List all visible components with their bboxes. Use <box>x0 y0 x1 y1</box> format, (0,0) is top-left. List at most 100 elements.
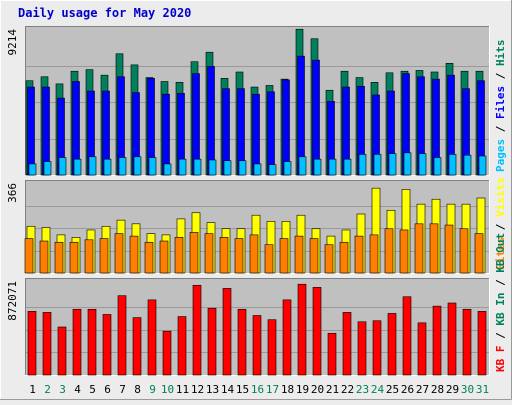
y-max-label-hits-files-pages: 9214 <box>6 29 19 56</box>
bar-sites-12 <box>189 232 199 274</box>
bar-files-1 <box>27 86 35 176</box>
x-tick-label-26: 26 <box>401 383 414 396</box>
x-tick-label-30: 30 <box>461 383 474 396</box>
bar-sites-5 <box>84 239 94 274</box>
bar-sites-2 <box>39 240 49 274</box>
x-tick-label-17: 17 <box>266 383 279 396</box>
bar-kb-15 <box>237 308 247 376</box>
x-tick-label-9: 9 <box>149 383 156 396</box>
bar-sites-6 <box>99 238 109 274</box>
bar-pages-12 <box>193 158 202 176</box>
bar-pages-1 <box>28 163 37 176</box>
bar-files-16 <box>252 93 260 176</box>
x-tick-label-24: 24 <box>371 383 385 396</box>
bar-pages-29 <box>448 154 457 176</box>
bar-pages-6 <box>103 158 112 176</box>
bar-pages-7 <box>118 157 127 176</box>
legend-item: Pages <box>494 139 507 172</box>
bar-kb-4 <box>72 308 82 376</box>
bar-pages-17 <box>268 164 277 176</box>
bar-sites-31 <box>474 233 484 274</box>
x-tick-label-20: 20 <box>311 383 324 396</box>
bar-sites-11 <box>174 237 184 274</box>
x-tick-label-21: 21 <box>326 383 339 396</box>
bar-sites-24 <box>369 234 379 274</box>
bar-kb-2 <box>42 312 52 376</box>
bar-sites-7 <box>114 233 124 274</box>
bar-kb-22 <box>342 312 352 376</box>
bar-kb-31 <box>477 311 487 376</box>
bar-kb-19 <box>297 283 307 376</box>
legend-item: KB In <box>494 293 507 326</box>
bar-kb-17 <box>267 319 277 376</box>
x-tick-label-2: 2 <box>44 383 51 396</box>
bar-sites-23 <box>354 235 364 274</box>
bar-kb-5 <box>87 308 97 376</box>
bar-files-10 <box>162 93 170 176</box>
bar-kb-16 <box>252 315 262 376</box>
bar-files-18 <box>282 79 290 176</box>
legend-separator: / <box>494 326 507 346</box>
bar-pages-22 <box>343 158 352 176</box>
bar-kb-13 <box>207 307 217 376</box>
bar-kb-27 <box>417 322 427 376</box>
bar-files-13 <box>207 66 215 176</box>
bar-sites-21 <box>324 244 334 274</box>
x-tick-label-18: 18 <box>281 383 294 396</box>
x-tick-label-19: 19 <box>296 383 309 396</box>
bar-sites-19 <box>294 235 304 274</box>
bar-kb-7 <box>117 295 127 376</box>
x-tick-label-7: 7 <box>119 383 126 396</box>
bar-sites-17 <box>264 244 274 274</box>
legend-item: Sites <box>494 237 507 270</box>
bar-pages-4 <box>73 158 82 176</box>
bar-sites-4 <box>69 241 79 274</box>
bar-pages-13 <box>208 159 217 176</box>
bar-pages-30 <box>463 154 472 176</box>
bar-kb-26 <box>402 296 412 376</box>
bar-pages-14 <box>223 160 232 176</box>
bar-kb-3 <box>57 326 67 376</box>
bar-files-17 <box>267 91 275 176</box>
y-max-label-visits-sites: 366 <box>6 183 19 203</box>
x-tick-label-14: 14 <box>221 383 235 396</box>
legend-separator: / <box>494 66 507 86</box>
y-max-label-kb: 872071 <box>6 281 19 321</box>
bar-sites-29 <box>444 224 454 274</box>
x-tick-label-6: 6 <box>104 383 111 396</box>
bar-pages-10 <box>163 163 172 176</box>
bar-kb-10 <box>162 330 172 376</box>
legend-hits-files-pages: Pages / Files / Hits <box>494 40 507 173</box>
legend-separator: / <box>494 217 507 237</box>
bar-pages-28 <box>433 157 442 176</box>
bar-pages-20 <box>313 158 322 176</box>
legend-item: Visits <box>494 177 507 217</box>
bar-pages-25 <box>388 153 397 176</box>
x-tick-label-27: 27 <box>416 383 429 396</box>
x-tick-label-15: 15 <box>236 383 249 396</box>
bar-pages-2 <box>43 161 52 176</box>
bar-pages-26 <box>403 152 412 176</box>
bar-pages-31 <box>478 155 487 176</box>
bar-pages-27 <box>418 153 427 176</box>
bar-pages-24 <box>373 154 382 176</box>
x-tick-label-23: 23 <box>356 383 369 396</box>
bar-pages-23 <box>358 154 367 176</box>
bar-pages-11 <box>178 158 187 176</box>
bar-kb-9 <box>147 299 157 376</box>
bar-pages-16 <box>253 163 262 176</box>
bar-sites-16 <box>249 234 259 274</box>
x-tick-label-3: 3 <box>59 383 66 396</box>
bar-sites-1 <box>24 238 34 274</box>
bar-kb-18 <box>282 299 292 376</box>
x-tick-label-13: 13 <box>206 383 219 396</box>
bar-kb-30 <box>462 308 472 376</box>
bar-kb-8 <box>132 317 142 376</box>
bar-sites-27 <box>414 223 424 274</box>
bar-kb-29 <box>447 302 457 376</box>
x-tick-label-16: 16 <box>251 383 264 396</box>
legend-visits-sites: Sites / Visits <box>494 177 507 270</box>
bar-sites-8 <box>129 235 139 274</box>
